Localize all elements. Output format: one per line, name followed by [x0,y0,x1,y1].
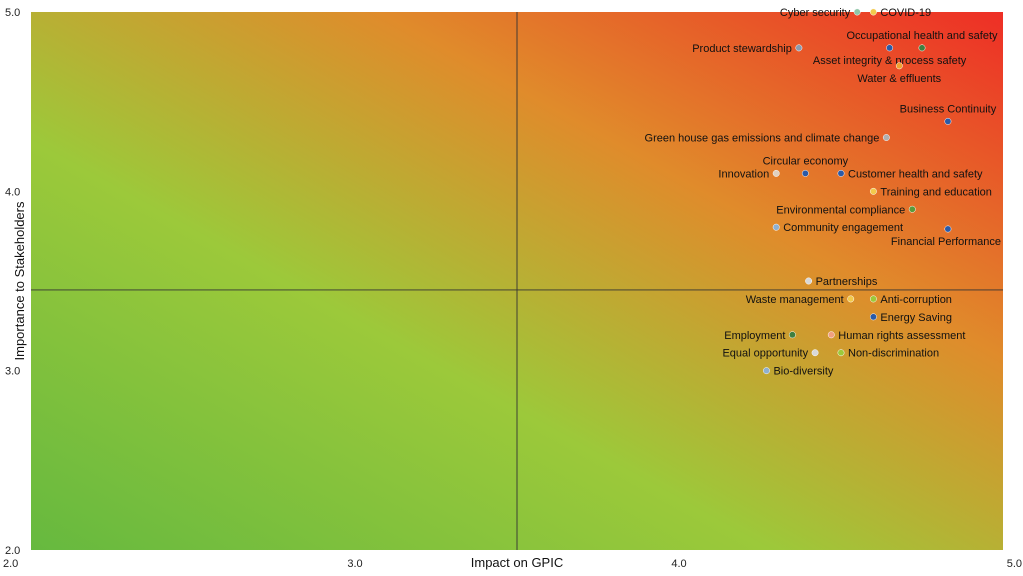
y-tick-label: 2.0 [5,545,20,557]
data-point [918,44,926,52]
data-point [886,44,894,52]
data-point [869,187,877,195]
point-label: Financial Performance [891,236,1001,248]
y-tick-label: 5.0 [5,7,20,19]
x-tick-label: 5.0 [1007,558,1022,570]
data-point [811,349,819,357]
data-point [795,44,803,52]
data-point [788,331,796,339]
point-label: Business Continuity [900,103,997,115]
point-label: COVID-19 [880,7,931,19]
point-label: Employment [724,330,785,342]
point-label: Partnerships [816,276,878,288]
data-point [944,225,952,233]
point-label: Environmental compliance [776,204,905,216]
point-label: Occupational health and safety [846,30,998,42]
data-point [837,169,845,177]
point-label: Human rights assessment [838,330,965,342]
data-point [772,169,780,177]
x-tick-label: 3.0 [347,558,362,570]
data-point [882,134,890,141]
point-label: Water & effluents [857,73,941,85]
x-axis-title: Impact on GPIC [471,555,563,570]
data-point [853,8,861,16]
point-label: Customer health and safety [848,168,983,180]
data-point [805,277,813,285]
point-label: Innovation [718,168,769,180]
point-label: Circular economy [763,155,849,167]
point-label: Energy Saving [880,312,952,324]
data-point [847,295,855,303]
point-label: Asset integrity & process safety [813,55,967,67]
point-label: Anti-corruption [880,294,952,306]
y-axis-title: Importance to Stakeholders [12,201,27,360]
data-point [944,117,952,125]
data-point [869,8,877,16]
point-label: Green house gas emissions and climate ch… [645,133,880,145]
x-tick-label: 2.0 [3,558,18,570]
point-label: Waste management [746,294,844,306]
point-label: Training and education [880,186,992,198]
point-label: Non-discrimination [848,348,939,360]
y-tick-label: 4.0 [5,186,20,198]
y-tick-label: 3.0 [5,366,20,378]
x-tick-label: 4.0 [671,558,686,570]
data-point [837,349,845,357]
point-label: Community engagement [783,222,903,234]
point-label: Cyber security [780,7,851,19]
point-label: Bio-diversity [773,366,833,378]
data-point [869,313,877,321]
data-point [908,205,916,213]
data-point [763,367,770,375]
point-label: Product stewardship [692,43,792,55]
data-point [772,223,780,231]
data-point [895,62,903,70]
data-point [827,331,835,339]
data-point [869,295,877,303]
data-point [801,169,809,177]
point-label: Equal opportunity [722,348,808,360]
